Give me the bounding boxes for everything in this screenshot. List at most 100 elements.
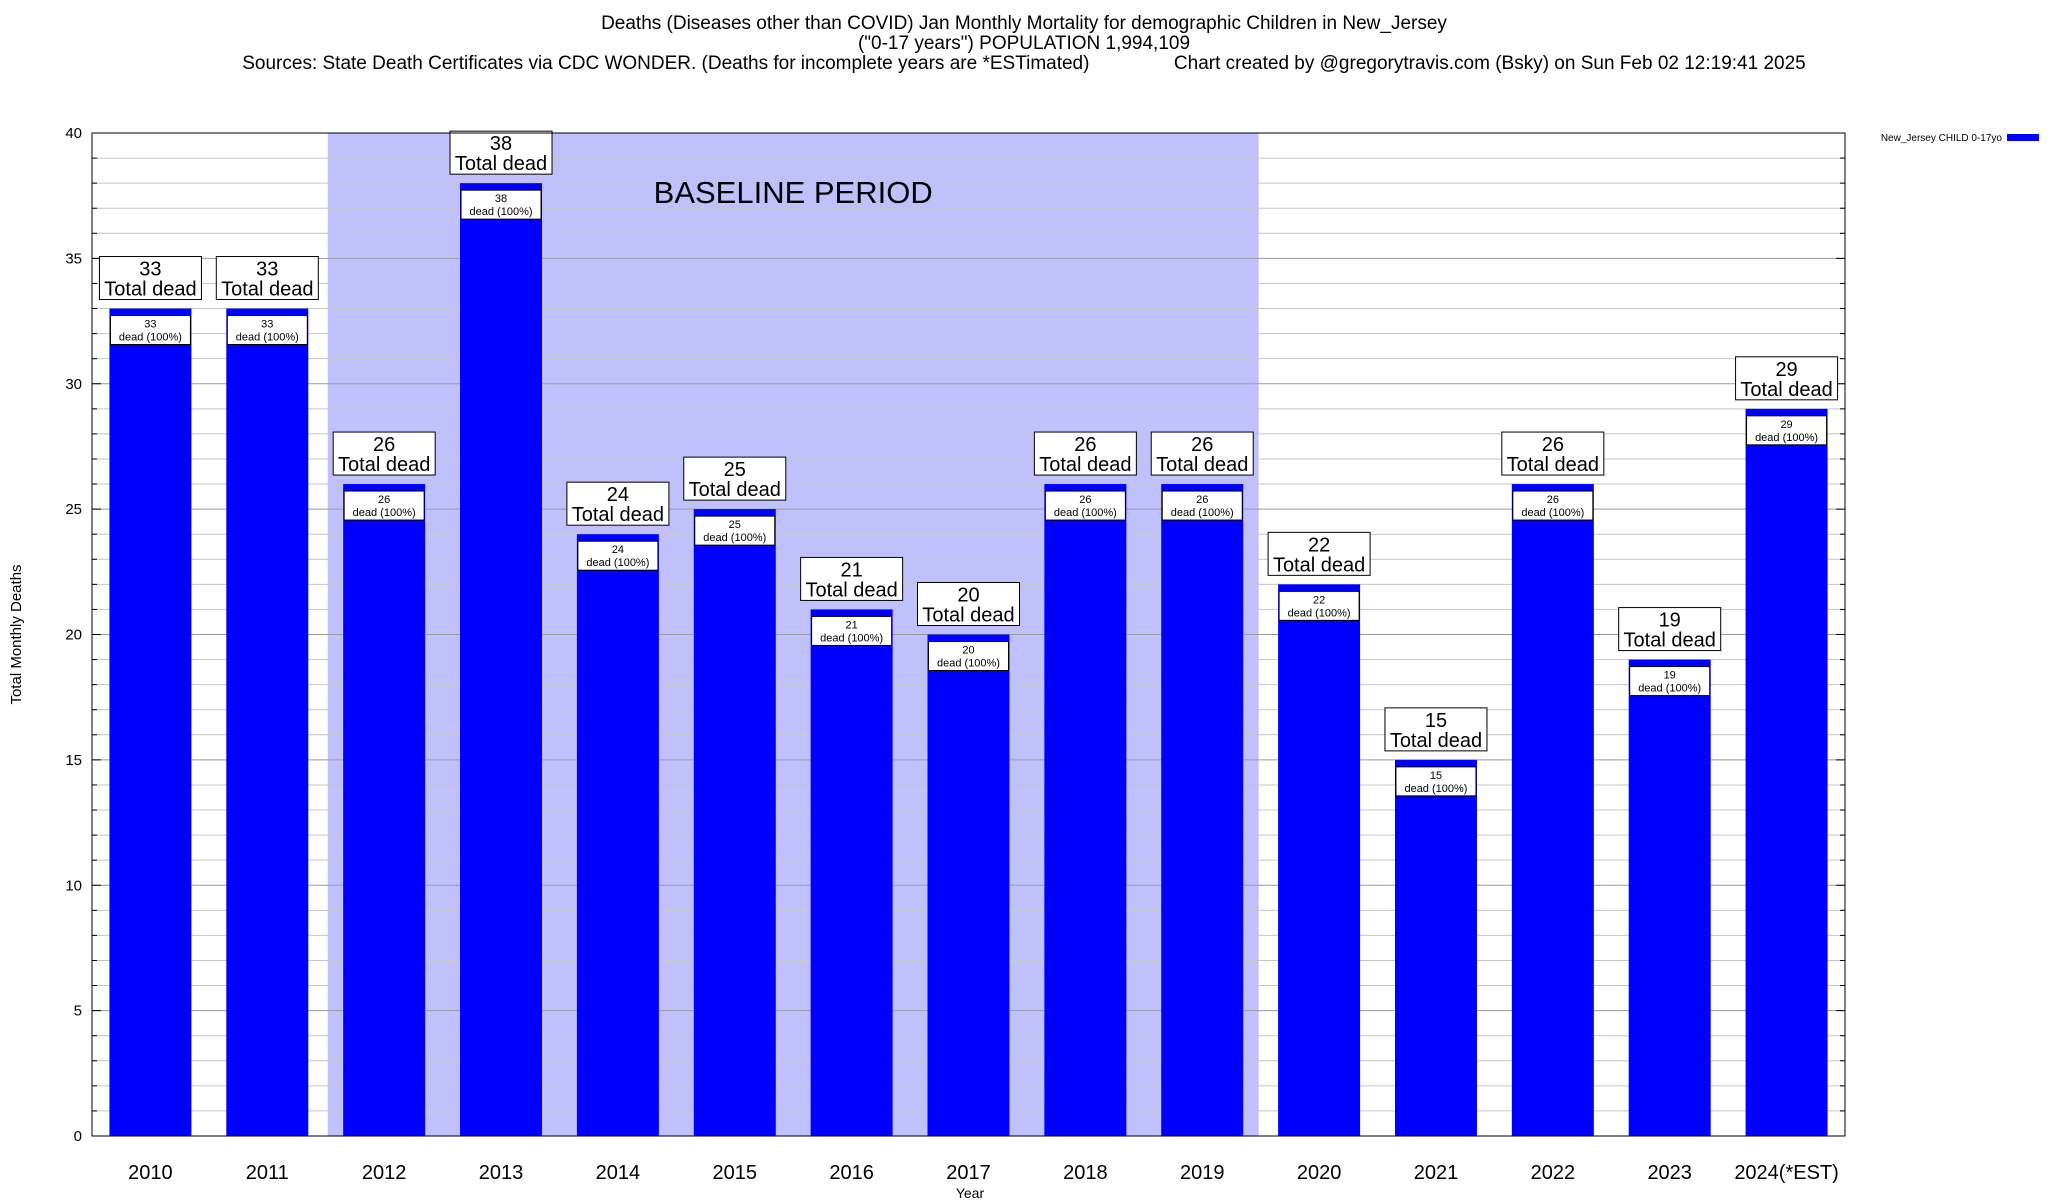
bar-inner-percent-label: dead (100%) bbox=[703, 532, 766, 544]
x-tick-label-2021: 2021 bbox=[1414, 1162, 1459, 1184]
bar-total-label-box bbox=[1618, 607, 1722, 652]
bar-2013 bbox=[460, 183, 543, 1136]
legend-swatch bbox=[2007, 134, 2039, 141]
bar-total-value-label: 15 bbox=[1425, 710, 1447, 732]
bar-total-label-box bbox=[683, 456, 787, 501]
bar-inner-percent-label: dead (100%) bbox=[1638, 683, 1701, 695]
bar-total-text-label: Total dead bbox=[689, 479, 781, 501]
bar-total-value-label: 22 bbox=[1308, 534, 1330, 556]
bar-inner-label-box bbox=[343, 490, 425, 521]
bar-total-label-box bbox=[1033, 431, 1137, 476]
bar-total-value-label: 26 bbox=[1542, 434, 1564, 456]
bar-inner-percent-label: dead (100%) bbox=[1755, 432, 1818, 444]
bar-inner-label-box bbox=[1278, 590, 1360, 621]
bar-inner-value-label: 38 bbox=[495, 193, 507, 205]
bar-total-value-label: 33 bbox=[256, 259, 278, 281]
bar-inner-value-label: 24 bbox=[612, 544, 624, 556]
bar-inner-percent-label: dead (100%) bbox=[1521, 507, 1584, 519]
bar-2019 bbox=[1161, 484, 1244, 1136]
bar-total-label-box bbox=[449, 130, 553, 175]
bar-inner-label-box bbox=[1629, 666, 1711, 697]
chart-title-line-3: Sources: State Death Certificates via CD… bbox=[242, 53, 1806, 74]
bar-2012 bbox=[343, 484, 426, 1136]
bar-2021 bbox=[1394, 759, 1477, 1136]
x-tick-label-2020: 2020 bbox=[1297, 1162, 1342, 1184]
bar-total-value-label: 26 bbox=[373, 434, 395, 456]
bar-inner-percent-label: dead (100%) bbox=[1288, 607, 1351, 619]
bar-inner-label-box bbox=[1746, 415, 1828, 446]
bar-inner-label-box bbox=[460, 189, 542, 220]
x-tick-label-2011: 2011 bbox=[246, 1162, 289, 1184]
bar-total-text-label: Total dead bbox=[1156, 454, 1248, 476]
bar-total-label-box bbox=[332, 431, 436, 476]
bar-total-label-box bbox=[566, 481, 670, 526]
bar-inner-label-box bbox=[1395, 766, 1477, 797]
bar-total-value-label: 26 bbox=[1074, 434, 1096, 456]
y-tick-label: 0 bbox=[74, 1128, 82, 1145]
bar-inner-value-label: 33 bbox=[261, 319, 273, 331]
bar-total-text-label: Total dead bbox=[1390, 730, 1482, 752]
bar-2018 bbox=[1044, 484, 1127, 1136]
bar-total-text-label: Total dead bbox=[1273, 554, 1365, 576]
bar-inner-percent-label: dead (100%) bbox=[236, 332, 299, 344]
y-tick-label: 25 bbox=[65, 501, 82, 518]
bar-inner-label-box bbox=[928, 641, 1009, 671]
x-tick-label-2017: 2017 bbox=[946, 1162, 991, 1184]
bar-total-text-label: Total dead bbox=[338, 454, 430, 476]
bar-inner-percent-label: dead (100%) bbox=[470, 206, 533, 218]
bar-total-text-label: Total dead bbox=[922, 605, 1014, 627]
bar-inner-percent-label: dead (100%) bbox=[353, 507, 416, 519]
bar-inner-label-box bbox=[1512, 490, 1594, 521]
bar-total-label-box bbox=[215, 256, 319, 301]
bar-total-value-label: 26 bbox=[1191, 434, 1213, 456]
bar-total-label-box bbox=[1384, 707, 1488, 752]
bar-inner-value-label: 26 bbox=[1547, 494, 1559, 506]
y-tick-label: 5 bbox=[74, 1003, 82, 1020]
bar-total-text-label: Total dead bbox=[572, 504, 664, 526]
bar-total-label-box bbox=[1267, 531, 1371, 576]
bar-inner-label-box bbox=[811, 615, 893, 646]
y-tick-label: 30 bbox=[65, 376, 82, 393]
bar-total-value-label: 21 bbox=[841, 559, 863, 581]
bar-inner-label-box bbox=[109, 315, 191, 346]
bar-inner-label-box bbox=[1161, 490, 1243, 521]
bar-inner-value-label: 19 bbox=[1664, 670, 1676, 682]
bar-inner-value-label: 15 bbox=[1430, 770, 1442, 782]
x-tick-label-2010: 2010 bbox=[128, 1162, 173, 1184]
bar-total-text-label: Total dead bbox=[1624, 630, 1716, 652]
bar-total-label-box bbox=[1501, 431, 1605, 476]
bar-inner-percent-label: dead (100%) bbox=[119, 332, 182, 344]
baseline-period-label: BASELINE PERIOD bbox=[654, 175, 933, 210]
bar-2015 bbox=[693, 509, 776, 1136]
bar-inner-value-label: 25 bbox=[729, 519, 741, 531]
bar-2023 bbox=[1628, 659, 1711, 1136]
plot-area-border bbox=[91, 132, 1846, 1137]
bar-inner-percent-label: dead (100%) bbox=[586, 557, 649, 569]
bar-2017 bbox=[927, 634, 1010, 1136]
bar-total-text-label: Total dead bbox=[104, 279, 196, 301]
x-tick-label-2018: 2018 bbox=[1063, 1162, 1108, 1184]
bar-2014 bbox=[576, 534, 659, 1136]
bar-total-label-box bbox=[917, 582, 1020, 626]
x-tick-label-2022: 2022 bbox=[1531, 1162, 1576, 1184]
bar-inner-value-label: 33 bbox=[144, 319, 156, 331]
bar-2010 bbox=[109, 308, 192, 1136]
bar-total-label-box bbox=[1150, 431, 1254, 476]
bar-inner-percent-label: dead (100%) bbox=[937, 658, 1000, 670]
bar-2020 bbox=[1278, 584, 1361, 1136]
x-tick-label-2014: 2014 bbox=[596, 1162, 641, 1184]
bar-total-value-label: 25 bbox=[724, 459, 746, 481]
y-axis-label: Total Monthly Deaths bbox=[8, 564, 25, 704]
y-tick-label: 40 bbox=[65, 125, 82, 142]
bar-inner-label-box bbox=[577, 540, 659, 571]
bar-inner-percent-label: dead (100%) bbox=[1404, 783, 1467, 795]
bar-inner-value-label: 26 bbox=[1079, 494, 1091, 506]
bar-inner-value-label: 20 bbox=[962, 645, 974, 657]
x-tick-label-2016: 2016 bbox=[829, 1162, 874, 1184]
bar-2024(*EST) bbox=[1745, 408, 1828, 1136]
bar-total-label-box bbox=[98, 256, 202, 301]
bar-total-text-label: Total dead bbox=[455, 153, 547, 175]
y-tick-label: 20 bbox=[65, 627, 82, 644]
bar-inner-value-label: 26 bbox=[1196, 494, 1208, 506]
